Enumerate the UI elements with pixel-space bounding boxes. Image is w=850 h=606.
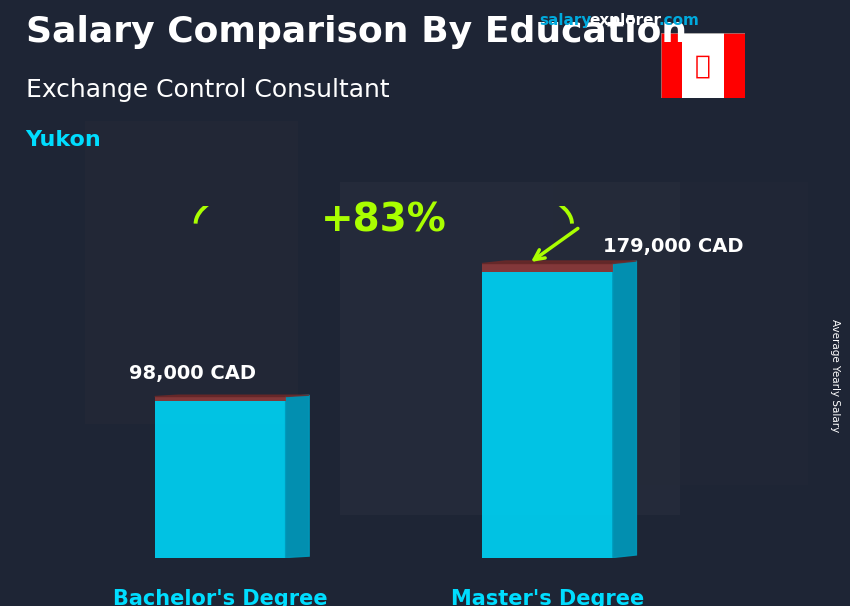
Text: Average Yearly Salary: Average Yearly Salary bbox=[830, 319, 840, 432]
Polygon shape bbox=[286, 395, 309, 558]
Text: explorer: explorer bbox=[589, 13, 661, 28]
Polygon shape bbox=[613, 261, 637, 558]
Bar bbox=[155, 396, 286, 401]
Text: Salary Comparison By Education: Salary Comparison By Education bbox=[26, 15, 687, 49]
Bar bbox=[482, 271, 613, 558]
Bar bbox=[482, 264, 613, 271]
Text: 98,000 CAD: 98,000 CAD bbox=[128, 364, 256, 384]
Bar bbox=[340, 182, 680, 515]
Text: 179,000 CAD: 179,000 CAD bbox=[604, 236, 744, 256]
Text: Bachelor's Degree: Bachelor's Degree bbox=[113, 590, 327, 606]
Bar bbox=[552, 182, 808, 485]
Bar bbox=[724, 33, 745, 98]
Bar bbox=[85, 121, 298, 424]
Polygon shape bbox=[155, 395, 309, 396]
Bar bbox=[682, 33, 723, 98]
Bar bbox=[661, 33, 682, 98]
Polygon shape bbox=[482, 261, 637, 264]
Text: .com: .com bbox=[659, 13, 700, 28]
Text: Exchange Control Consultant: Exchange Control Consultant bbox=[26, 78, 389, 102]
Bar bbox=[155, 401, 286, 558]
Text: salary: salary bbox=[540, 13, 592, 28]
Text: Yukon: Yukon bbox=[26, 130, 101, 150]
Text: Master's Degree: Master's Degree bbox=[450, 590, 644, 606]
Text: 🍁: 🍁 bbox=[695, 53, 711, 79]
Text: +83%: +83% bbox=[321, 201, 446, 239]
